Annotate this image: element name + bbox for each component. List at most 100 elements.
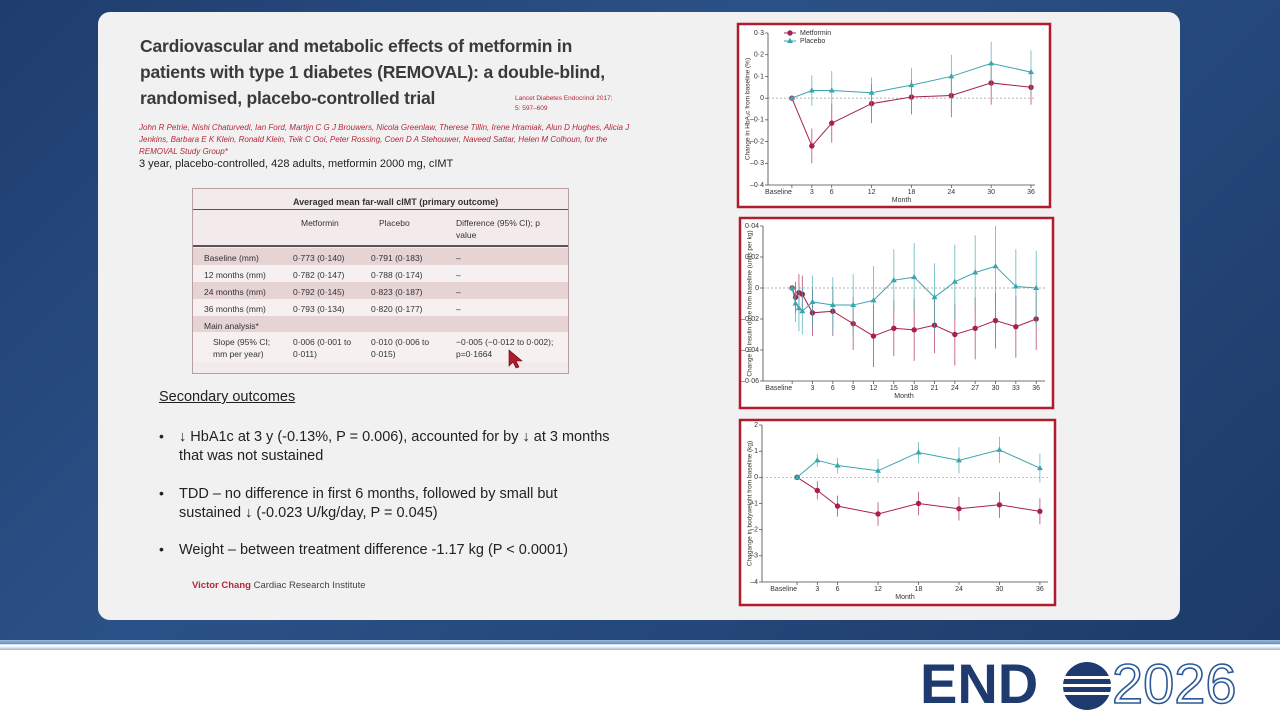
- y-tick-label: 1: [754, 448, 758, 455]
- marker: [809, 298, 816, 304]
- marker: [996, 446, 1003, 452]
- marker: [809, 143, 815, 149]
- x-tick-label: 30: [996, 586, 1004, 593]
- x-tick-label: 18: [910, 385, 918, 392]
- marker: [951, 278, 958, 284]
- logo-right: 2026: [1112, 652, 1237, 715]
- series-line: [791, 82, 1032, 147]
- y-tick-label: –0·1: [750, 117, 764, 124]
- x-tick-label: 3: [815, 586, 819, 593]
- marker: [787, 37, 793, 43]
- marker: [799, 308, 806, 314]
- results-table: Averaged mean far-wall cIMT (primary out…: [192, 188, 569, 374]
- marker: [829, 120, 835, 126]
- marker: [808, 87, 815, 93]
- y-tick-label: –0·2: [750, 138, 764, 145]
- x-tick-label: 18: [908, 189, 916, 196]
- series-line: [796, 449, 1041, 478]
- footer: Victor Chang Cardiac Research Institute: [192, 580, 366, 591]
- bullet-dot: •: [159, 485, 164, 501]
- table-row: [193, 299, 568, 316]
- x-tick-label: 6: [830, 189, 834, 196]
- x-tick-label: 33: [1012, 385, 1020, 392]
- authors: John R Petrie, Nishi Chaturvedi, Ian For…: [139, 123, 630, 156]
- y-tick-label: 0·1: [754, 73, 764, 80]
- section-heading: Secondary outcomes: [159, 389, 296, 405]
- table-cell: 0·820 (0·177): [371, 304, 423, 314]
- x-tick-label: 12: [874, 586, 882, 593]
- table-cell: 0·773 (0·140): [293, 253, 345, 263]
- x-tick-label: Baseline: [765, 385, 792, 392]
- row-label: Slope (95% CI; mm per year): [213, 337, 271, 359]
- x-axis-label: Month: [895, 594, 915, 601]
- x-tick-label: Baseline: [770, 586, 797, 593]
- y-tick-label: –0·4: [750, 182, 764, 189]
- marker: [850, 301, 857, 308]
- marker: [834, 462, 841, 468]
- marker: [1036, 464, 1043, 471]
- marker: [908, 81, 915, 88]
- table-cell: –: [456, 287, 461, 297]
- y-tick-label: –0·3: [750, 160, 764, 167]
- table-cell: 0·791 (0·183): [371, 253, 423, 263]
- y-axis-label: Change in insulin dose from baseline (un…: [747, 230, 754, 376]
- marker: [911, 273, 918, 280]
- marker: [795, 304, 802, 311]
- marker: [875, 467, 882, 473]
- row-label: Baseline (mm): [204, 253, 259, 263]
- marker: [794, 474, 801, 480]
- marker: [792, 300, 799, 306]
- x-tick-label: Baseline: [765, 189, 792, 196]
- bullet-dot: •: [159, 428, 164, 444]
- table-cell: 0·792 (0·145): [293, 287, 345, 297]
- column-header: Metformin: [301, 218, 339, 228]
- legend-label: Metformin: [800, 30, 831, 37]
- marker: [870, 297, 877, 303]
- marker: [868, 89, 875, 95]
- bullet-text: Weight – between treatment difference -1…: [179, 542, 568, 558]
- y-tick-label: –0·06: [741, 378, 759, 385]
- table-cell: −0·005 (−0·012 to 0·002); p=0·1664: [456, 337, 554, 359]
- bullet-text: TDD – no difference in first 6 months, f…: [179, 486, 558, 521]
- marker: [788, 94, 795, 101]
- row-label: Main analysis*: [204, 321, 259, 331]
- x-tick-label: 36: [1036, 586, 1044, 593]
- marker: [829, 301, 836, 308]
- table-cell: –: [456, 270, 461, 280]
- x-tick-label: 3: [810, 189, 814, 196]
- y-tick-label: 0·02: [745, 254, 759, 261]
- table-row: [193, 248, 568, 265]
- series-line: [791, 62, 1032, 99]
- marker: [1028, 68, 1035, 75]
- x-tick-label: 9: [851, 385, 855, 392]
- marker: [992, 263, 999, 269]
- y-axis-label: Chagange in bodyweight from baseline (kg…: [747, 441, 754, 566]
- y-tick-label: –4: [750, 579, 758, 586]
- marker: [814, 457, 821, 463]
- marker: [955, 457, 962, 463]
- marker: [911, 327, 917, 333]
- x-tick-label: 3: [811, 385, 815, 392]
- cursor: [508, 349, 523, 369]
- table-cell: 0·823 (0·187): [371, 287, 423, 297]
- marker: [875, 511, 881, 517]
- y-tick-label: –0·04: [741, 347, 759, 354]
- marker: [1013, 324, 1019, 330]
- y-tick-label: 0·2: [754, 52, 764, 59]
- y-tick-label: 0: [760, 95, 764, 102]
- series-line: [796, 476, 1040, 515]
- y-tick-label: 0·3: [754, 30, 764, 37]
- table-cell: 0·788 (0·174): [371, 270, 423, 280]
- y-tick-label: 0: [755, 285, 759, 292]
- table-cell: –: [456, 253, 461, 263]
- marker: [931, 294, 938, 300]
- x-tick-label: 18: [915, 586, 923, 593]
- marker: [1037, 508, 1043, 515]
- summary: 3 year, placebo-controlled, 428 adults, …: [139, 158, 454, 170]
- column-header: Placebo: [379, 218, 410, 228]
- marker: [915, 449, 922, 455]
- marker: [992, 317, 999, 324]
- table-cell: 0·010 (0·006 to 0·015): [371, 337, 430, 359]
- marker: [828, 87, 835, 93]
